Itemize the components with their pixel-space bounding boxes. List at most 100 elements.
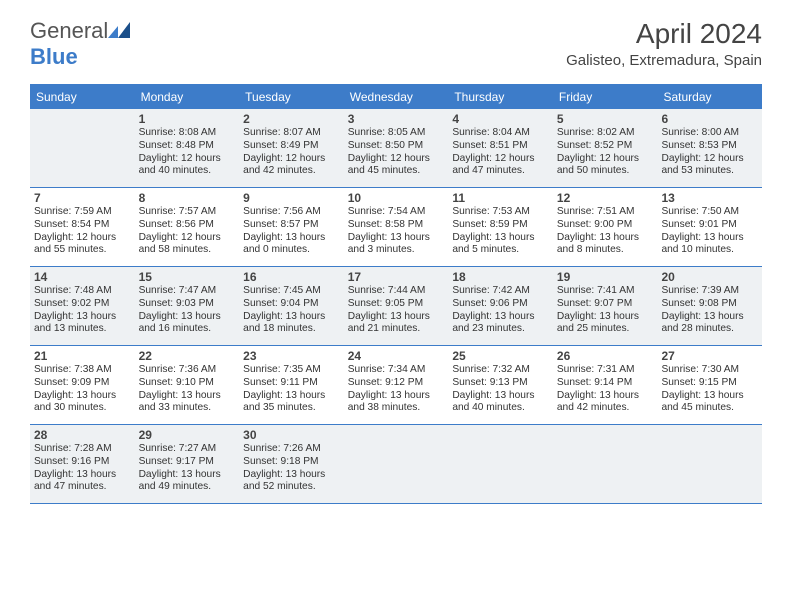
weekday-header: Sunday (30, 85, 135, 109)
sunset-text: Sunset: 9:07 PM (557, 298, 654, 311)
sunrise-text: Sunrise: 7:47 AM (139, 285, 236, 298)
sunset-text: Sunset: 9:00 PM (557, 219, 654, 232)
calendar-day: 2Sunrise: 8:07 AMSunset: 8:49 PMDaylight… (239, 109, 344, 187)
daylight-text: Daylight: 13 hours and 8 minutes. (557, 232, 654, 258)
day-number: 8 (139, 191, 236, 205)
daylight-text: Daylight: 13 hours and 28 minutes. (661, 311, 758, 337)
calendar-day (30, 109, 135, 187)
calendar-day: 15Sunrise: 7:47 AMSunset: 9:03 PMDayligh… (135, 267, 240, 345)
day-info: Sunrise: 7:28 AMSunset: 9:16 PMDaylight:… (34, 443, 131, 494)
calendar-day: 14Sunrise: 7:48 AMSunset: 9:02 PMDayligh… (30, 267, 135, 345)
daylight-text: Daylight: 13 hours and 25 minutes. (557, 311, 654, 337)
sunset-text: Sunset: 9:16 PM (34, 456, 131, 469)
calendar-day: 26Sunrise: 7:31 AMSunset: 9:14 PMDayligh… (553, 346, 658, 424)
sunrise-text: Sunrise: 7:53 AM (452, 206, 549, 219)
daylight-text: Daylight: 13 hours and 30 minutes. (34, 390, 131, 416)
calendar-day: 6Sunrise: 8:00 AMSunset: 8:53 PMDaylight… (657, 109, 762, 187)
day-number: 11 (452, 191, 549, 205)
day-number: 5 (557, 112, 654, 126)
sunrise-text: Sunrise: 7:45 AM (243, 285, 340, 298)
logo-mark-icon (108, 18, 134, 44)
sunrise-text: Sunrise: 7:56 AM (243, 206, 340, 219)
calendar-week: 7Sunrise: 7:59 AMSunset: 8:54 PMDaylight… (30, 188, 762, 267)
day-number: 28 (34, 428, 131, 442)
calendar-day: 7Sunrise: 7:59 AMSunset: 8:54 PMDaylight… (30, 188, 135, 266)
day-info: Sunrise: 7:59 AMSunset: 8:54 PMDaylight:… (34, 206, 131, 257)
day-number: 2 (243, 112, 340, 126)
calendar-day (657, 425, 762, 503)
sunrise-text: Sunrise: 7:27 AM (139, 443, 236, 456)
sunrise-text: Sunrise: 7:57 AM (139, 206, 236, 219)
sunset-text: Sunset: 9:10 PM (139, 377, 236, 390)
day-number: 21 (34, 349, 131, 363)
sunrise-text: Sunrise: 7:28 AM (34, 443, 131, 456)
daylight-text: Daylight: 13 hours and 13 minutes. (34, 311, 131, 337)
daylight-text: Daylight: 13 hours and 16 minutes. (139, 311, 236, 337)
day-info: Sunrise: 7:56 AMSunset: 8:57 PMDaylight:… (243, 206, 340, 257)
daylight-text: Daylight: 13 hours and 5 minutes. (452, 232, 549, 258)
month-title: April 2024 (566, 18, 762, 50)
sunrise-text: Sunrise: 7:36 AM (139, 364, 236, 377)
calendar-day: 16Sunrise: 7:45 AMSunset: 9:04 PMDayligh… (239, 267, 344, 345)
logo: GeneralBlue (30, 18, 134, 70)
sunset-text: Sunset: 9:08 PM (661, 298, 758, 311)
day-number: 10 (348, 191, 445, 205)
day-number: 7 (34, 191, 131, 205)
sunset-text: Sunset: 9:11 PM (243, 377, 340, 390)
day-number: 23 (243, 349, 340, 363)
sunset-text: Sunset: 9:09 PM (34, 377, 131, 390)
daylight-text: Daylight: 13 hours and 52 minutes. (243, 469, 340, 495)
calendar-day: 29Sunrise: 7:27 AMSunset: 9:17 PMDayligh… (135, 425, 240, 503)
day-info: Sunrise: 8:00 AMSunset: 8:53 PMDaylight:… (661, 127, 758, 178)
daylight-text: Daylight: 13 hours and 23 minutes. (452, 311, 549, 337)
day-info: Sunrise: 7:48 AMSunset: 9:02 PMDaylight:… (34, 285, 131, 336)
day-number: 20 (661, 270, 758, 284)
weekday-header: Saturday (657, 85, 762, 109)
sunrise-text: Sunrise: 8:08 AM (139, 127, 236, 140)
title-block: April 2024 Galisteo, Extremadura, Spain (566, 18, 762, 69)
sunrise-text: Sunrise: 8:04 AM (452, 127, 549, 140)
calendar-day: 28Sunrise: 7:28 AMSunset: 9:16 PMDayligh… (30, 425, 135, 503)
sunset-text: Sunset: 9:15 PM (661, 377, 758, 390)
day-number: 24 (348, 349, 445, 363)
day-number: 1 (139, 112, 236, 126)
daylight-text: Daylight: 13 hours and 45 minutes. (661, 390, 758, 416)
sunset-text: Sunset: 8:54 PM (34, 219, 131, 232)
sunrise-text: Sunrise: 8:02 AM (557, 127, 654, 140)
day-info: Sunrise: 7:31 AMSunset: 9:14 PMDaylight:… (557, 364, 654, 415)
day-info: Sunrise: 7:32 AMSunset: 9:13 PMDaylight:… (452, 364, 549, 415)
sunset-text: Sunset: 9:06 PM (452, 298, 549, 311)
day-info: Sunrise: 7:30 AMSunset: 9:15 PMDaylight:… (661, 364, 758, 415)
day-number: 16 (243, 270, 340, 284)
calendar-day: 23Sunrise: 7:35 AMSunset: 9:11 PMDayligh… (239, 346, 344, 424)
daylight-text: Daylight: 13 hours and 0 minutes. (243, 232, 340, 258)
day-info: Sunrise: 8:05 AMSunset: 8:50 PMDaylight:… (348, 127, 445, 178)
day-info: Sunrise: 7:41 AMSunset: 9:07 PMDaylight:… (557, 285, 654, 336)
calendar-day: 4Sunrise: 8:04 AMSunset: 8:51 PMDaylight… (448, 109, 553, 187)
sunrise-text: Sunrise: 7:44 AM (348, 285, 445, 298)
day-number: 29 (139, 428, 236, 442)
calendar-day: 27Sunrise: 7:30 AMSunset: 9:15 PMDayligh… (657, 346, 762, 424)
sunset-text: Sunset: 9:12 PM (348, 377, 445, 390)
calendar-day: 9Sunrise: 7:56 AMSunset: 8:57 PMDaylight… (239, 188, 344, 266)
calendar-day: 30Sunrise: 7:26 AMSunset: 9:18 PMDayligh… (239, 425, 344, 503)
weekday-header: Wednesday (344, 85, 449, 109)
daylight-text: Daylight: 13 hours and 40 minutes. (452, 390, 549, 416)
sunrise-text: Sunrise: 7:30 AM (661, 364, 758, 377)
calendar-day: 13Sunrise: 7:50 AMSunset: 9:01 PMDayligh… (657, 188, 762, 266)
calendar-day: 3Sunrise: 8:05 AMSunset: 8:50 PMDaylight… (344, 109, 449, 187)
sunset-text: Sunset: 9:18 PM (243, 456, 340, 469)
sunset-text: Sunset: 9:13 PM (452, 377, 549, 390)
day-info: Sunrise: 7:57 AMSunset: 8:56 PMDaylight:… (139, 206, 236, 257)
day-number: 13 (661, 191, 758, 205)
calendar-day: 20Sunrise: 7:39 AMSunset: 9:08 PMDayligh… (657, 267, 762, 345)
daylight-text: Daylight: 13 hours and 38 minutes. (348, 390, 445, 416)
sunrise-text: Sunrise: 8:07 AM (243, 127, 340, 140)
day-info: Sunrise: 7:27 AMSunset: 9:17 PMDaylight:… (139, 443, 236, 494)
sunrise-text: Sunrise: 7:35 AM (243, 364, 340, 377)
weekday-header: Tuesday (239, 85, 344, 109)
sunrise-text: Sunrise: 7:31 AM (557, 364, 654, 377)
daylight-text: Daylight: 12 hours and 55 minutes. (34, 232, 131, 258)
daylight-text: Daylight: 13 hours and 49 minutes. (139, 469, 236, 495)
calendar-day: 8Sunrise: 7:57 AMSunset: 8:56 PMDaylight… (135, 188, 240, 266)
